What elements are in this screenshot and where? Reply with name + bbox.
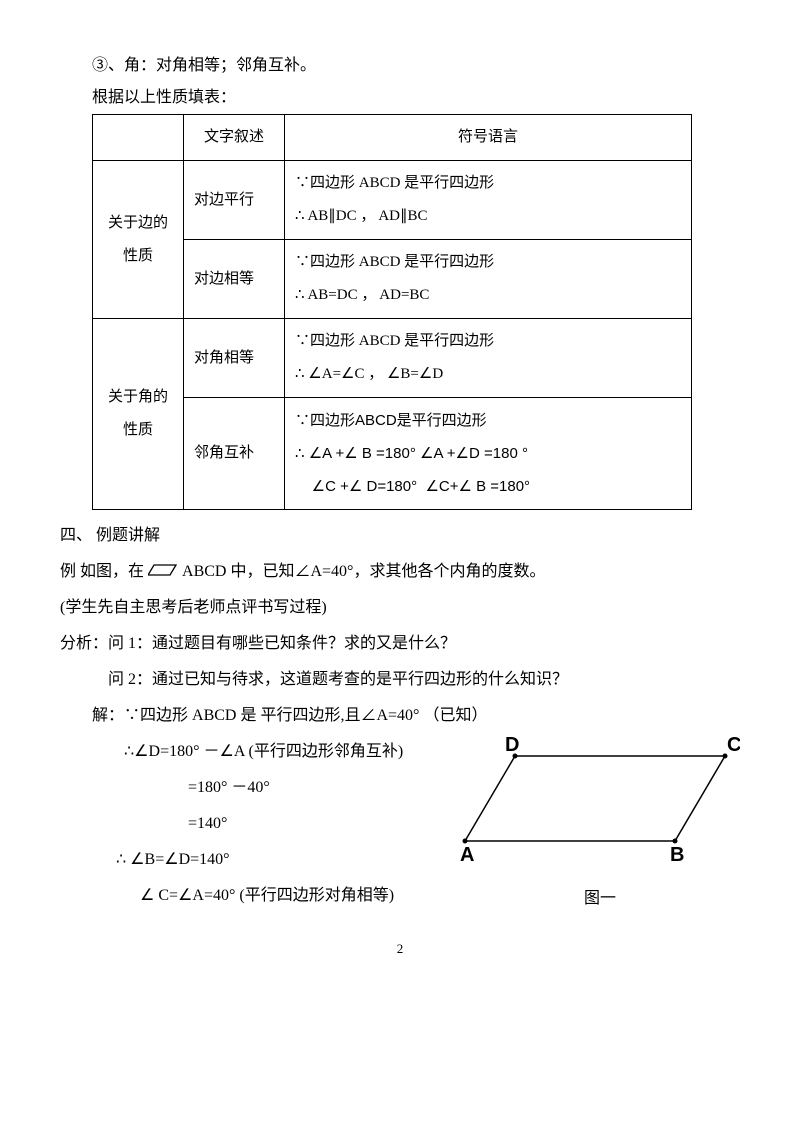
figure-parallelogram: D C A B 图一 [460, 736, 740, 915]
page-number: 2 [60, 936, 740, 962]
row2-symbol: ∵四边形 ABCD 是平行四边形 ∴ AB=DC ， AD=BC [285, 240, 692, 319]
solution-line6: ∠ C=∠A=40° (平行四边形对角相等) [60, 880, 460, 912]
solution-line5: ∴ ∠B=∠D=140° [60, 844, 460, 876]
label-b: B [670, 844, 684, 866]
solution-line1: 解：∵四边形 ABCD 是 平行四边形,且∠A=40° （已知） [60, 700, 740, 732]
parallelogram-icon [148, 565, 178, 579]
row4-symbol: ∵四边形ABCD是平行四边形 ∴ ∠A +∠ B =180° ∠A +∠D =1… [285, 398, 692, 510]
section-heading: 四、 例题讲解 [60, 520, 740, 552]
label-a: A [460, 844, 474, 866]
header-empty [93, 115, 184, 161]
student-note: (学生先自主思考后老师点评书写过程) [60, 592, 740, 624]
fill-table-prompt: 根据以上性质填表： [60, 82, 740, 114]
point-3: ③、角：对角相等；邻角互补。 [60, 50, 740, 82]
solution-line2: ∴∠D=180° －∠A (平行四边形邻角互补) [60, 736, 460, 768]
row3-text: 对角相等 [184, 319, 285, 398]
header-text: 文字叙述 [184, 115, 285, 161]
figure-caption: 图一 [460, 883, 740, 915]
analysis-q2: 问 2：通过已知与待求，这道题考查的是平行四边形的什么知识？ [60, 664, 740, 696]
solution-line4: =140° [60, 808, 460, 840]
category-sides: 关于边的性质 [93, 161, 184, 319]
properties-table: 文字叙述 符号语言 关于边的性质 对边平行 ∵四边形 ABCD 是平行四边形 ∴… [92, 114, 692, 510]
example-problem: 例 如图，在 ABCD 中，已知∠A=40°，求其他各个内角的度数。 [60, 556, 740, 588]
row4-text: 邻角互补 [184, 398, 285, 510]
row3-symbol: ∵四边形 ABCD 是平行四边形 ∴ ∠A=∠C ， ∠B=∠D [285, 319, 692, 398]
solution-line3: =180° －40° [60, 772, 460, 804]
label-d: D [505, 736, 519, 756]
row2-text: 对边相等 [184, 240, 285, 319]
label-c: C [727, 736, 740, 756]
row1-text: 对边平行 [184, 161, 285, 240]
header-symbol: 符号语言 [285, 115, 692, 161]
analysis-q1: 分析：问 1：通过题目有哪些已知条件？求的又是什么？ [60, 628, 740, 660]
row1-symbol: ∵四边形 ABCD 是平行四边形 ∴ AB∥DC ， AD∥BC [285, 161, 692, 240]
category-angles: 关于角的性质 [93, 319, 184, 510]
